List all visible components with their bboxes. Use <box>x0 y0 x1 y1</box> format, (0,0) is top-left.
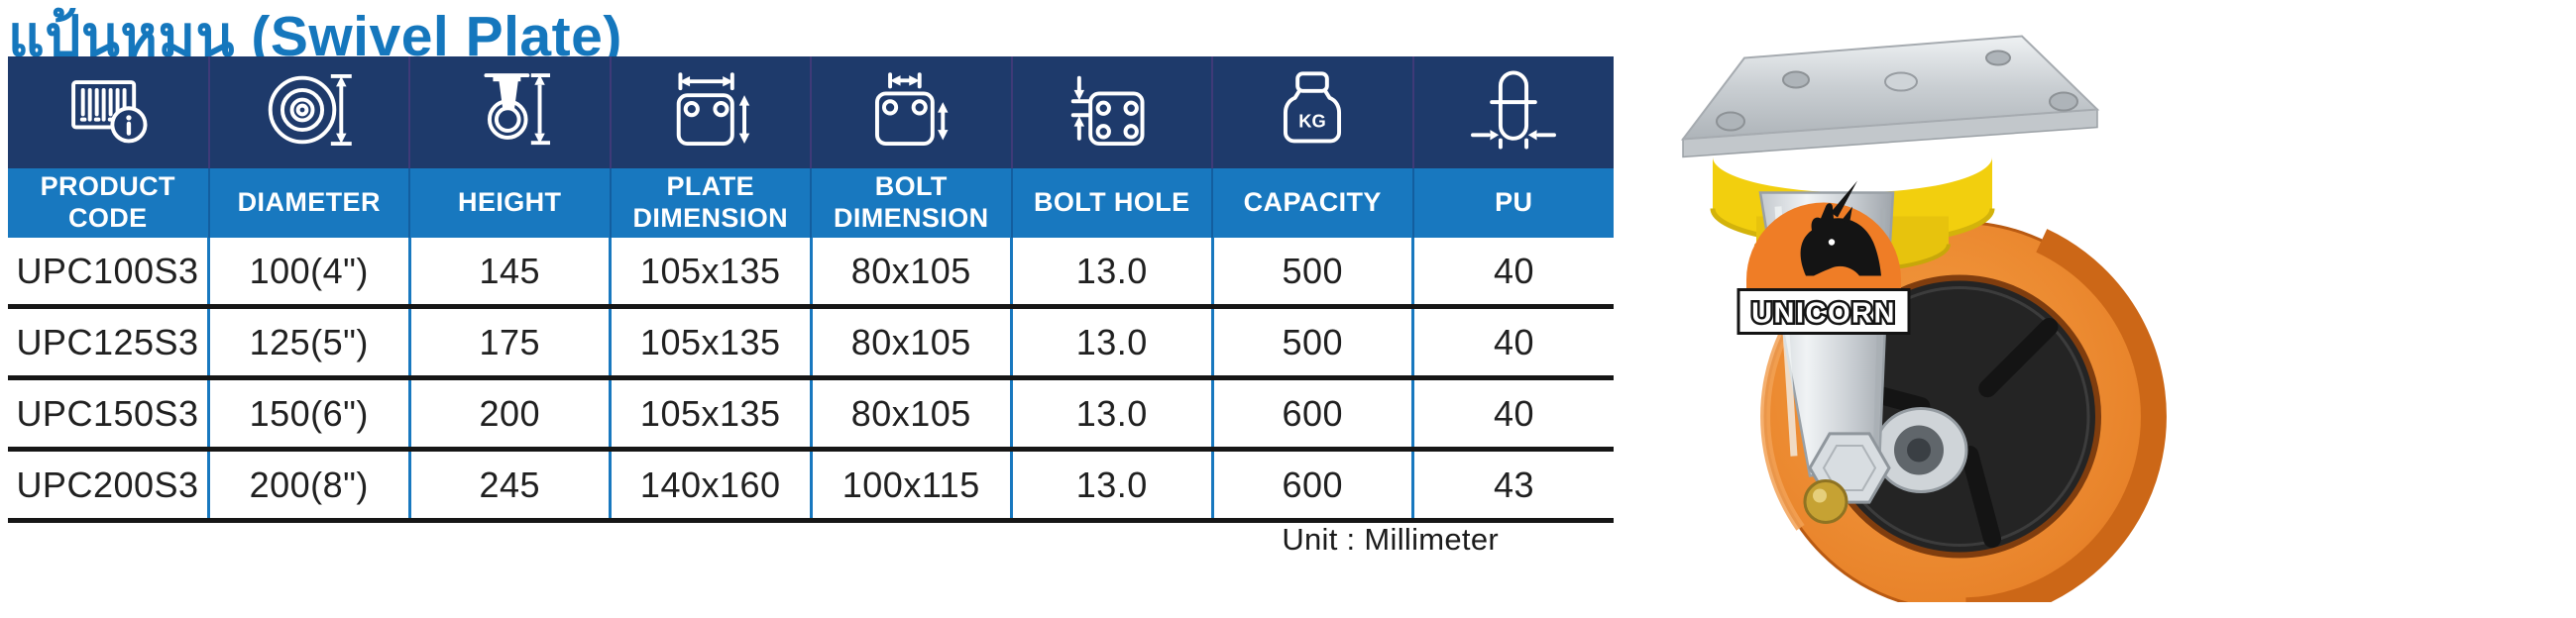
column-header-product-code: PRODUCT CODE <box>8 168 209 238</box>
cell-bolt-hole-row4: 13.0 <box>1010 449 1212 523</box>
cell-product-code-row1: UPC100S3 <box>8 238 209 309</box>
header-icon-cell-capacity: KG <box>1211 56 1413 168</box>
column-header-bolt-hole: BOLT HOLE <box>1010 168 1212 238</box>
cell-bolt-hole-row1: 13.0 <box>1010 238 1212 309</box>
cell-product-code-row3: UPC150S3 <box>8 377 209 452</box>
cell-pu-row1: 40 <box>1411 238 1614 309</box>
column-header-diameter: DIAMETER <box>207 168 409 238</box>
bolt-dimension-icon <box>863 62 958 157</box>
cell-capacity-row1: 500 <box>1210 238 1413 309</box>
cell-capacity-row2: 500 <box>1210 306 1413 380</box>
spec-table: KG PRODUCT CODE DIAMETER HEIGHT PLATE DIMEN… <box>8 56 1614 523</box>
header-icon-cell-pu <box>1411 56 1614 168</box>
table-row-upc200s3: UPC200S3 200(8") 245 140x160 100x115 13.0 600 4… <box>8 449 1614 523</box>
cell-diameter-row2: 125(5") <box>207 306 409 380</box>
cell-diameter-row1: 100(4") <box>207 238 409 309</box>
header-icon-row: KG <box>8 56 1614 168</box>
spec-table-wrap: KG PRODUCT CODE DIAMETER HEIGHT PLATE DIMEN… <box>8 56 1614 523</box>
header-icon-cell-plate-dimension <box>609 56 811 168</box>
caster-top-plate <box>1680 35 2100 158</box>
cell-height-row2: 175 <box>407 306 611 380</box>
wheel-width-icon <box>1466 62 1561 157</box>
cell-capacity-row3: 600 <box>1210 377 1413 452</box>
cell-bolt-dimension-row3: 80x105 <box>809 377 1012 452</box>
unit-note: Unit : Millimeter <box>1282 522 1499 557</box>
cell-capacity-row4: 600 <box>1210 449 1413 523</box>
cell-product-code-row2: UPC125S3 <box>8 306 209 380</box>
caster-axle-bolt <box>1803 432 1891 524</box>
table-row-upc125s3: UPC125S3 125(5") 175 105x135 80x105 13.0 500 40 <box>8 306 1614 380</box>
header-icon-cell-diameter <box>207 56 409 168</box>
capacity-kg-icon: KG <box>1265 62 1360 157</box>
table-row-upc100s3: UPC100S3 100(4") 145 105x135 80x105 13.0 500 40 <box>8 238 1614 309</box>
column-header-pu: PU <box>1411 168 1614 238</box>
table-row-upc150s3: UPC150S3 150(6") 200 105x135 80x105 13.0 600 40 <box>8 377 1614 452</box>
header-icon-cell-bolt-dimension <box>810 56 1012 168</box>
header-label-row: PRODUCT CODE DIAMETER HEIGHT PLATE DIMENSIO… <box>8 168 1614 238</box>
caster-height-icon <box>462 62 557 157</box>
cell-height-row4: 245 <box>407 449 611 523</box>
cell-pu-row4: 43 <box>1411 449 1614 523</box>
header-icon-cell-bolt-hole <box>1010 56 1212 168</box>
cell-pu-row2: 40 <box>1411 306 1614 380</box>
cell-plate-dimension-row1: 105x135 <box>609 238 811 309</box>
cell-bolt-dimension-row4: 100x115 <box>809 449 1012 523</box>
cell-bolt-dimension-row1: 80x105 <box>809 238 1012 309</box>
column-header-capacity: CAPACITY <box>1211 168 1413 238</box>
column-header-bolt-dimension: BOLT DIMENSION <box>810 168 1012 238</box>
unicorn-logo: UNICORN <box>1736 180 1911 335</box>
cell-pu-row3: 40 <box>1411 377 1614 452</box>
bolt-hole-icon <box>1064 62 1160 157</box>
product-photo-swivel-caster: UNICORN <box>1627 18 2168 618</box>
svg-text:KG: KG <box>1299 110 1326 131</box>
unicorn-head-icon <box>1800 203 1881 276</box>
cell-bolt-dimension-row2: 80x105 <box>809 306 1012 380</box>
column-header-height: HEIGHT <box>408 168 611 238</box>
plate-dimension-icon <box>663 62 758 157</box>
unicorn-logo-text: UNICORN <box>1751 298 1896 330</box>
cell-plate-dimension-row3: 105x135 <box>609 377 811 452</box>
cell-height-row1: 145 <box>407 238 611 309</box>
cell-product-code-row4: UPC200S3 <box>8 449 209 523</box>
cell-diameter-row4: 200(8") <box>207 449 409 523</box>
column-header-plate-dimension: PLATE DIMENSION <box>609 168 811 238</box>
header-icon-cell-product-code <box>8 56 209 168</box>
swivel-caster-illustration: UNICORN <box>1680 35 2167 618</box>
cell-diameter-row3: 150(6") <box>207 377 409 452</box>
cell-height-row3: 200 <box>407 377 611 452</box>
cell-plate-dimension-row2: 105x135 <box>609 306 811 380</box>
cell-bolt-hole-row3: 13.0 <box>1010 377 1212 452</box>
wheel-diameter-icon <box>262 62 357 157</box>
cell-bolt-hole-row2: 13.0 <box>1010 306 1212 380</box>
cell-plate-dimension-row4: 140x160 <box>609 449 811 523</box>
header-icon-cell-height <box>408 56 611 168</box>
barcode-info-icon <box>60 62 156 157</box>
